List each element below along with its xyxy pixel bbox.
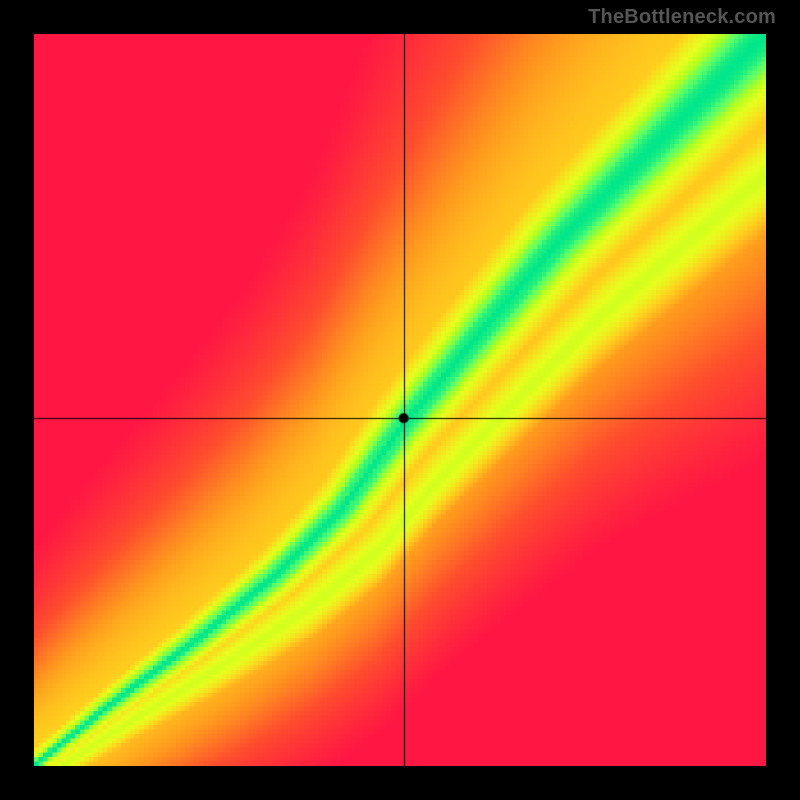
- watermark-text: TheBottleneck.com: [588, 6, 776, 29]
- overlay-canvas: [34, 34, 766, 766]
- chart-container: TheBottleneck.com: [0, 0, 800, 800]
